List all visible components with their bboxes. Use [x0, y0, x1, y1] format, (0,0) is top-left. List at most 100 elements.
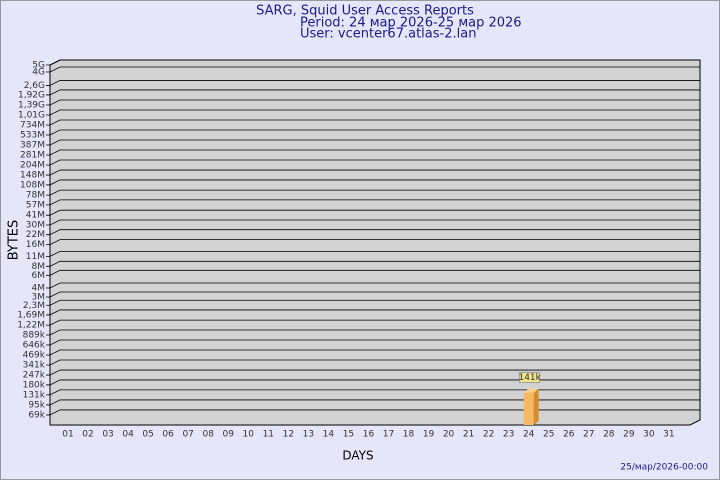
- grid-line: [46, 99, 700, 106]
- x-tick-label: 02: [82, 430, 93, 440]
- grid-line: [46, 239, 700, 246]
- y-tick-label: 1,92G: [18, 90, 45, 100]
- grid-line: [46, 89, 700, 96]
- y-tick-label: 533M: [20, 131, 45, 141]
- grid-line: [46, 409, 700, 416]
- x-tick-label: 24: [523, 430, 535, 440]
- x-tick-label: 22: [483, 430, 494, 440]
- x-tick-label: 13: [303, 430, 314, 440]
- x-tick-label: 06: [162, 430, 174, 440]
- x-tick-label: 16: [363, 430, 375, 440]
- y-tick-label: 11M: [26, 252, 45, 262]
- x-axis-label: DAYS: [342, 449, 373, 463]
- y-tick-label: 5G: [32, 61, 45, 71]
- y-tick-label: 148M: [20, 171, 45, 181]
- x-tick-label: 17: [383, 430, 394, 440]
- grid-line: [46, 379, 700, 386]
- grid-line: [46, 319, 700, 326]
- x-tick-label: 20: [443, 430, 455, 440]
- x-tick-label: 04: [122, 430, 134, 440]
- grid-line: [46, 109, 700, 116]
- grid-line: [46, 339, 700, 346]
- grid-line: [46, 389, 700, 396]
- x-tick-label: 14: [323, 430, 335, 440]
- x-tick-label: 12: [283, 430, 294, 440]
- grid-line: [46, 309, 700, 316]
- grid-line: [46, 349, 700, 356]
- grid-line: [46, 179, 700, 186]
- grid-line: [46, 260, 700, 267]
- y-tick-label: 8M: [32, 262, 46, 272]
- y-tick-label: 4G: [32, 67, 45, 77]
- x-tick-label: 19: [423, 430, 435, 440]
- x-tick-label: 05: [142, 430, 153, 440]
- chart-user: User: vcenter67.atlas-2.lan: [300, 27, 476, 42]
- grid-line: [46, 329, 700, 336]
- y-tick-label: 131k: [23, 390, 46, 400]
- x-tick-label: 26: [563, 430, 575, 440]
- y-tick-label: 281M: [20, 151, 45, 161]
- grid-line: [46, 59, 700, 66]
- x-tick-label: 28: [603, 430, 615, 440]
- x-tick-label: 23: [503, 430, 514, 440]
- grid-line: [46, 80, 700, 86]
- grid-line: [46, 250, 700, 257]
- grid-line: [46, 359, 700, 366]
- y-axis-label: BYTES: [7, 220, 22, 261]
- y-tick-label: 2,3M: [23, 301, 45, 311]
- value-label: 141k: [518, 373, 541, 383]
- x-tick-label: 29: [623, 430, 635, 440]
- y-tick-label: 95k: [28, 400, 45, 410]
- grid-line: [46, 291, 700, 298]
- value-label-box: [519, 372, 541, 384]
- y-tick-label: 69k: [28, 410, 45, 420]
- footer: 25/мар/2026-00:00: [620, 463, 708, 473]
- y-tick-label: 247k: [23, 371, 46, 381]
- bar-side: [533, 388, 539, 425]
- x-tick-label: 25: [543, 430, 554, 440]
- x-tick-label: 09: [223, 430, 235, 440]
- x-tick-label: 10: [243, 430, 255, 440]
- y-tick-label: 341k: [23, 360, 46, 370]
- grid-line: [46, 139, 700, 146]
- x-tick-label: 18: [403, 430, 415, 440]
- y-tick-label: 16M: [26, 240, 45, 250]
- y-tick-label: 204M: [20, 161, 45, 171]
- grid-line: [46, 299, 700, 306]
- grid-line: [46, 269, 700, 276]
- y-tick-label: 646k: [23, 340, 46, 350]
- grid-line: [46, 369, 700, 376]
- y-tick-label: 41M: [26, 211, 45, 221]
- grid-line: [46, 282, 700, 289]
- y-tick-label: 180k: [23, 380, 46, 390]
- x-tick-label: 03: [102, 430, 113, 440]
- y-tick-label: 57M: [26, 200, 45, 210]
- grid-line: [46, 399, 700, 406]
- y-tick-label: 387M: [20, 141, 45, 151]
- y-tick-label: 78M: [26, 191, 45, 201]
- grid-line: [46, 189, 700, 196]
- bar: [523, 392, 534, 425]
- grid-line: [46, 129, 700, 136]
- x-tick-label: 08: [202, 430, 214, 440]
- y-tick-label: 4M: [32, 283, 46, 293]
- x-tick-label: 11: [263, 430, 274, 440]
- chart-subtitle: Period: 24 мар 2026-25 мар 2026: [300, 16, 522, 31]
- x-tick-label: 21: [463, 430, 474, 440]
- grid-line: [46, 229, 700, 236]
- y-tick-label: 889k: [23, 331, 46, 341]
- x-tick-label: 27: [583, 430, 594, 440]
- grid-line: [46, 199, 700, 206]
- grid-line: [46, 159, 700, 166]
- grid-line: [46, 209, 700, 216]
- grid-line: [46, 219, 700, 226]
- y-tick-label: 2,6G: [24, 81, 45, 91]
- x-tick-label: 01: [62, 430, 73, 440]
- y-tick-label: 1,22M: [17, 321, 45, 331]
- x-tick-label: 30: [643, 430, 655, 440]
- y-tick-label: 1,01G: [18, 111, 45, 121]
- y-tick-label: 22M: [26, 230, 45, 240]
- x-tick-label: 31: [663, 430, 674, 440]
- grid-line: [46, 149, 700, 156]
